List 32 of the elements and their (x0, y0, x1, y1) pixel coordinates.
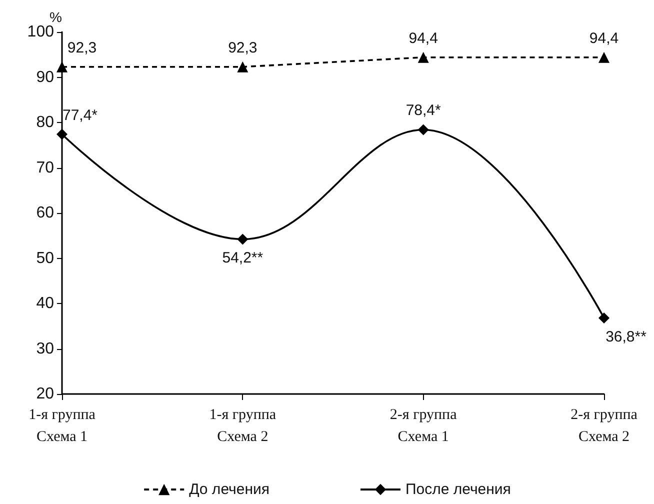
data-label: 77,4* (62, 106, 98, 124)
y-tick-label: 30 (36, 340, 54, 358)
data-label: 94,4 (589, 30, 619, 47)
data-label: 36,8** (606, 328, 647, 346)
y-tick-label: 80 (36, 114, 54, 131)
y-tick-label: 60 (36, 204, 54, 222)
data-label: 92,3 (67, 39, 97, 56)
point (56, 128, 68, 140)
data-label: 54,2** (222, 250, 264, 267)
legend-label: До лечения (189, 481, 270, 498)
y-tick-label: 40 (36, 295, 54, 312)
point (598, 52, 610, 63)
x-tick-label: 1-я группа Схема 2 (209, 407, 276, 445)
x-tick-label: 2-я группа Схема 2 (570, 407, 638, 445)
y-axis-title: % (50, 9, 62, 25)
legend-label: После лечения (405, 481, 511, 498)
point (418, 52, 429, 63)
y-tick-label: 50 (36, 250, 54, 267)
y-tick-label: 90 (36, 68, 54, 86)
point (418, 124, 429, 136)
data-label: 94,4 (408, 30, 438, 47)
y-tick-label: 70 (36, 159, 54, 176)
point (237, 61, 248, 72)
x-tick-label: 1-я группа Схема 1 (28, 407, 96, 445)
point (56, 61, 68, 72)
data-label: 92,3 (228, 39, 258, 56)
data-label: 78,4* (406, 102, 442, 120)
y-tick-label: 20 (36, 386, 54, 402)
point (598, 312, 610, 324)
x-tick-label: 2-я группа Схема 1 (390, 407, 458, 445)
y-tick-label: 100 (27, 24, 54, 40)
point (237, 234, 248, 245)
